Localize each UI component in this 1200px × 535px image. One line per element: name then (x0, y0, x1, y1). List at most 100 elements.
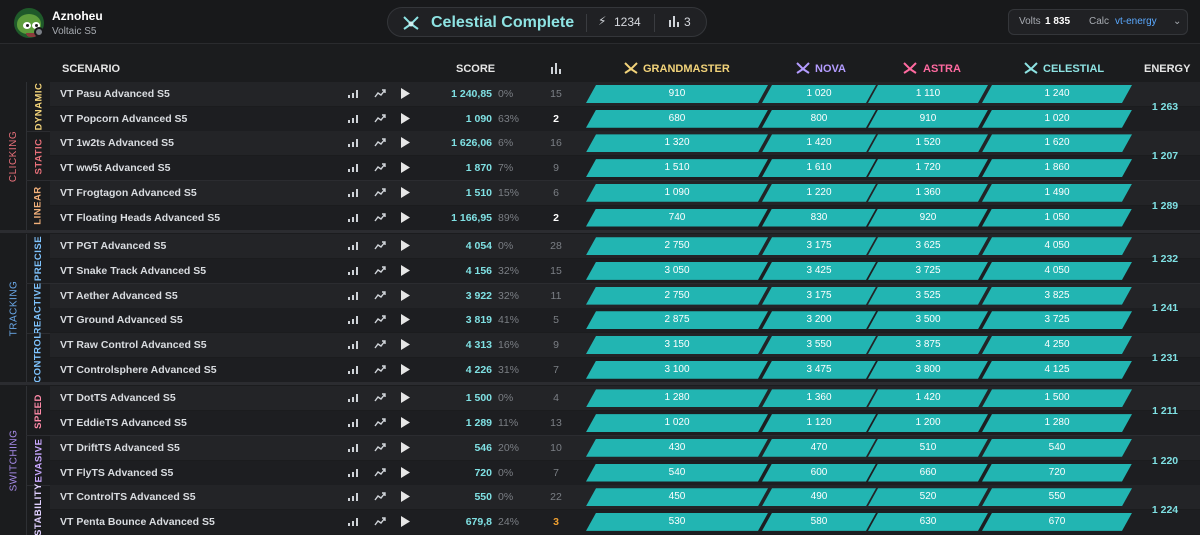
table-row[interactable]: VT DriftTS Advanced S5 546 20% 10 430 470 510 5… (50, 435, 1200, 460)
table-row[interactable]: VT Ground Advanced S5 3 819 41% 5 2 875 3 200… (50, 308, 1200, 333)
trend-icon[interactable] (374, 442, 386, 453)
signal-bars-icon[interactable] (348, 340, 358, 349)
play-icon[interactable] (400, 363, 410, 375)
scenario-name[interactable]: VT 1w2ts Advanced S5 (60, 137, 174, 150)
trend-icon[interactable] (374, 240, 386, 251)
table-row[interactable]: VT Raw Control Advanced S5 4 313 16% 9 3 150… (50, 333, 1200, 357)
scenario-name[interactable]: VT Ground Advanced S5 (60, 314, 183, 327)
scenario-name[interactable]: VT Raw Control Advanced S5 (60, 339, 207, 351)
scenario-name[interactable]: VT Controlsphere Advanced S5 (60, 363, 217, 376)
play-icon[interactable] (400, 466, 410, 478)
table-row[interactable]: VT ControlTS Advanced S5 550 0% 22 450 490 520… (50, 485, 1200, 510)
scenario-name[interactable]: VT Popcorn Advanced S5 (60, 112, 188, 125)
user-name[interactable]: Aznoheu (52, 9, 103, 23)
column-grandmaster[interactable]: GRANDMASTER (643, 63, 730, 75)
scenario-name[interactable]: VT ww5t Advanced S5 (60, 162, 171, 175)
scenario-name[interactable]: VT FlyTS Advanced S5 (60, 466, 174, 479)
table-row[interactable]: VT EddieTS Advanced S5 1 289 11% 13 1 020 1 1… (50, 411, 1200, 436)
column-score[interactable]: SCORE (456, 63, 496, 75)
table-row[interactable]: VT Frogtagon Advanced S5 1 510 15% 6 1 090 1 … (50, 180, 1200, 205)
trend-icon[interactable] (374, 392, 386, 403)
play-icon[interactable] (400, 441, 410, 453)
signal-bars-icon[interactable] (348, 468, 358, 477)
trend-icon[interactable] (374, 113, 386, 124)
scenario-name[interactable]: VT PGT Advanced S5 (60, 240, 167, 253)
table-row[interactable]: VT 1w2ts Advanced S5 1 626,06 6% 16 1 320 1 4… (50, 131, 1200, 156)
column-scenario[interactable]: SCENARIO (62, 63, 121, 75)
play-icon[interactable] (400, 137, 410, 149)
table-row[interactable]: VT FlyTS Advanced S5 720 0% 7 540 600 660 720 (50, 460, 1200, 485)
table-row[interactable]: VT Snake Track Advanced S5 4 156 32% 15 3 05… (50, 258, 1200, 283)
play-icon[interactable] (400, 240, 410, 252)
signal-bars-icon[interactable] (348, 365, 358, 374)
calc-value[interactable]: vt-energy (1115, 16, 1157, 27)
play-icon[interactable] (400, 392, 410, 404)
trend-icon[interactable] (374, 212, 386, 223)
play-icon[interactable] (400, 491, 410, 503)
table-row[interactable]: VT Aether Advanced S5 3 922 32% 11 2 750 3 17… (50, 283, 1200, 308)
play-icon[interactable] (400, 186, 410, 198)
signal-bars-icon[interactable] (348, 114, 358, 123)
signal-bars-icon[interactable] (348, 188, 358, 197)
signal-bars-icon[interactable] (348, 266, 358, 275)
scenario-name[interactable]: VT DotTS Advanced S5 (60, 392, 176, 405)
table-row[interactable]: VT Controlsphere Advanced S5 4 226 31% 7 3 1… (50, 357, 1200, 382)
trend-icon[interactable] (374, 364, 386, 375)
scenario-name[interactable]: VT DriftTS Advanced S5 (60, 441, 180, 454)
signal-bars-icon[interactable] (348, 517, 358, 526)
play-icon[interactable] (400, 289, 410, 301)
play-icon[interactable] (400, 162, 410, 174)
play-icon[interactable] (400, 417, 410, 429)
chevron-down-icon[interactable]: ⌄ (1173, 16, 1182, 27)
scenario-name[interactable]: VT Penta Bounce Advanced S5 (60, 515, 215, 528)
signal-bars-icon[interactable] (348, 138, 358, 148)
column-astra[interactable]: ASTRA (923, 63, 961, 75)
table-row[interactable]: VT ww5t Advanced S5 1 870 7% 9 1 510 1 610 1 7… (50, 156, 1200, 181)
signal-bars-icon[interactable] (348, 163, 358, 173)
signal-bars-icon[interactable] (348, 213, 358, 222)
table-row[interactable]: VT Penta Bounce Advanced S5 679,8 24% 3 530 5… (50, 509, 1200, 534)
signal-bars-icon[interactable] (348, 443, 358, 452)
trend-icon[interactable] (374, 467, 386, 478)
trend-icon[interactable] (374, 339, 386, 350)
table-row[interactable]: VT Floating Heads Advanced S5 1 166,95 89%… (50, 205, 1200, 230)
play-icon[interactable] (400, 515, 410, 527)
play-icon[interactable] (400, 264, 410, 276)
table-row[interactable]: VT DotTS Advanced S5 1 500 0% 4 1 280 1 360 1 … (50, 386, 1200, 411)
trend-icon[interactable] (374, 187, 386, 198)
trend-icon[interactable] (374, 265, 386, 276)
scenario-name[interactable]: VT Pasu Advanced S5 (60, 88, 170, 100)
rank-column-icon[interactable] (550, 63, 562, 74)
signal-bars-icon[interactable] (348, 492, 358, 502)
signal-bars-icon[interactable] (348, 291, 358, 300)
signal-bars-icon[interactable] (348, 393, 358, 403)
trend-icon[interactable] (374, 88, 386, 99)
trend-icon[interactable] (374, 290, 386, 301)
trend-icon[interactable] (374, 137, 386, 148)
column-energy[interactable]: ENERGY (1144, 63, 1191, 75)
scenario-name[interactable]: VT Snake Track Advanced S5 (60, 264, 207, 277)
table-row[interactable]: VT PGT Advanced S5 4 054 0% 28 2 750 3 175 3 6… (50, 234, 1200, 259)
trend-icon[interactable] (374, 314, 386, 325)
trend-icon[interactable] (374, 162, 386, 173)
signal-bars-icon[interactable] (348, 315, 358, 325)
column-nova[interactable]: NOVA (815, 63, 846, 75)
scenario-name[interactable]: VT Frogtagon Advanced S5 (60, 186, 197, 199)
scenario-name[interactable]: VT ControlTS Advanced S5 (60, 491, 196, 504)
signal-bars-icon[interactable] (348, 89, 358, 98)
play-icon[interactable] (400, 112, 410, 124)
table-row[interactable]: VT Popcorn Advanced S5 1 090 63% 2 680 800 910… (50, 106, 1200, 131)
play-icon[interactable] (400, 339, 410, 350)
scenario-name[interactable]: VT Aether Advanced S5 (60, 289, 178, 302)
scenario-name[interactable]: VT EddieTS Advanced S5 (60, 417, 187, 430)
column-celestial[interactable]: CELESTIAL (1043, 63, 1105, 75)
play-icon[interactable] (400, 88, 410, 99)
trend-icon[interactable] (374, 516, 386, 527)
trend-icon[interactable] (374, 417, 386, 428)
play-icon[interactable] (400, 211, 410, 223)
signal-bars-icon[interactable] (348, 418, 358, 428)
table-row[interactable]: VT Pasu Advanced S5 1 240,85 0% 15 910 1 020 1… (50, 82, 1200, 106)
play-icon[interactable] (400, 314, 410, 326)
scenario-name[interactable]: VT Floating Heads Advanced S5 (60, 211, 221, 224)
trend-icon[interactable] (374, 491, 386, 502)
